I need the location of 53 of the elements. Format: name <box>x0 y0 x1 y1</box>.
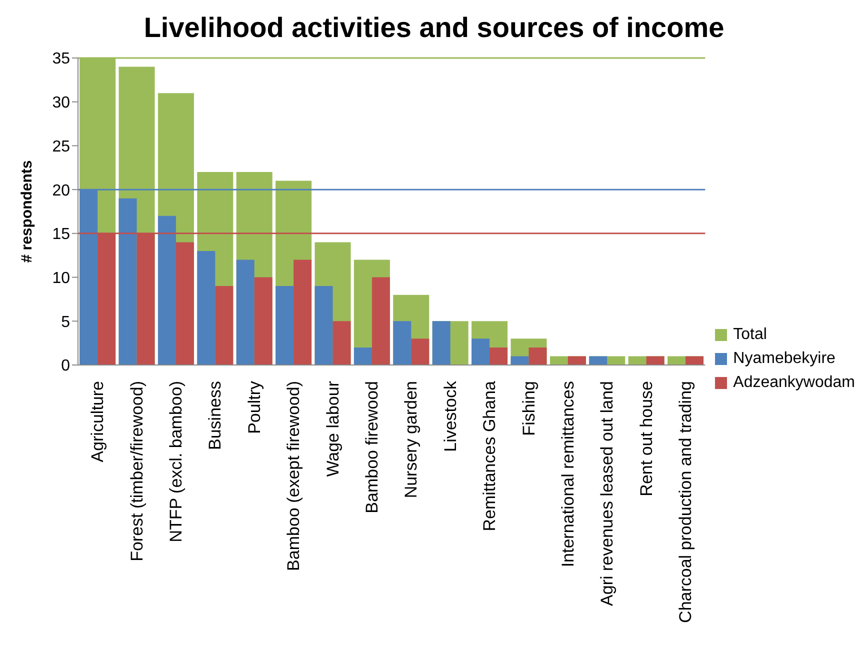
bar <box>276 286 294 365</box>
y-tick-label: 20 <box>52 182 70 200</box>
x-tick-label: Remittances Ghana <box>480 380 500 532</box>
bar <box>568 356 586 365</box>
x-tick-label: Agriculture <box>88 381 108 462</box>
x-tick-label: Wage labour <box>323 380 342 477</box>
bar <box>589 356 608 365</box>
bar <box>118 198 137 365</box>
x-tick-label: Nursery garden <box>402 381 421 498</box>
bar <box>472 338 490 365</box>
bar <box>158 216 176 365</box>
x-tick-label: Agri revenues leased out land <box>598 381 617 606</box>
x-tick-label: Bamboo firewood <box>362 381 382 514</box>
bar <box>490 347 508 365</box>
y-tick-label: 15 <box>52 226 70 244</box>
x-tick-label: Fishing <box>519 381 538 436</box>
legend-label: Total <box>733 326 767 344</box>
bar <box>411 338 430 365</box>
x-tick-label: Charcoal production and trading <box>676 381 696 623</box>
y-tick-label: 25 <box>52 138 70 156</box>
chart-title: Livelihood activities and sources of income <box>142 11 726 45</box>
bar <box>332 321 351 365</box>
x-tick-label: Business <box>206 381 225 450</box>
y-tick-label: 35 <box>52 50 70 68</box>
bar <box>176 242 194 365</box>
x-tick-label: Livestock <box>440 380 460 452</box>
legend-label: Adzeankywodam <box>733 374 855 392</box>
x-tick-label: Forest (timber/firewood) <box>127 381 146 562</box>
y-tick-label: 5 <box>61 314 70 331</box>
bar <box>254 277 272 365</box>
bar <box>236 260 254 365</box>
y-tick-label: 10 <box>52 270 70 287</box>
bar <box>393 321 412 365</box>
y-tick-label: 30 <box>52 94 70 112</box>
x-tick-label: NTFP (excl. bamboo) <box>166 381 186 542</box>
bar <box>528 347 547 365</box>
y-tick-label: 0 <box>61 358 70 375</box>
bar <box>372 277 390 365</box>
x-tick-label: Rent out house <box>636 381 656 496</box>
bar <box>686 356 704 365</box>
x-tick-label: Poultry <box>244 380 264 434</box>
y-axis-title: # respondents <box>18 160 36 263</box>
bar <box>294 260 312 365</box>
bar <box>197 250 216 365</box>
x-tick-label: Bamboo (exept firewood) <box>284 381 304 571</box>
bar <box>432 321 450 365</box>
bar <box>215 286 234 365</box>
x-tick-label: International remittances <box>558 381 578 568</box>
bar <box>646 356 664 365</box>
legend-label: Nyamebekyire <box>733 350 836 368</box>
bar <box>354 347 372 365</box>
bar <box>314 286 333 365</box>
bar <box>510 356 529 365</box>
